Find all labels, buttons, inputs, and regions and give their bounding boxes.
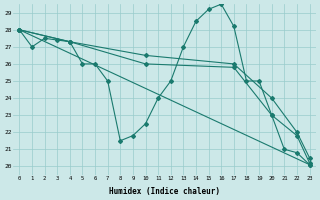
X-axis label: Humidex (Indice chaleur): Humidex (Indice chaleur) [109,187,220,196]
